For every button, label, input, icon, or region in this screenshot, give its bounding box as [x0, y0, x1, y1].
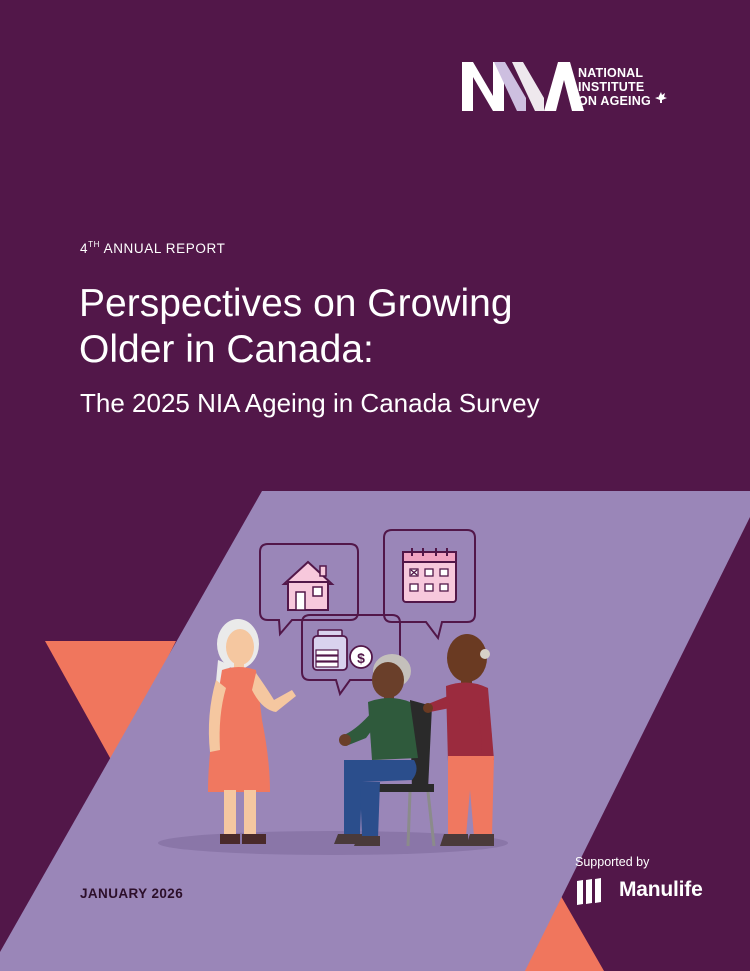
edition-label: ANNUAL REPORT	[103, 241, 226, 256]
standing-woman-figure	[208, 619, 296, 844]
coral-triangle-left	[45, 641, 176, 765]
publication-date: JANUARY 2026	[80, 886, 184, 901]
nia-logo-n	[462, 62, 504, 111]
dollar-coin-icon: $	[349, 645, 373, 669]
house-icon	[281, 560, 335, 611]
maple-leaf-icon	[655, 92, 667, 103]
house-bubble	[259, 543, 359, 637]
report-title: Perspectives on Growing Older in Canada:	[79, 281, 719, 373]
calendar-icon	[402, 548, 457, 603]
logo-line-3: ON AGEING	[578, 94, 651, 108]
nia-logo-wordmark: NATIONAL INSTITUTE ON AGEING	[578, 66, 651, 108]
calendar-bubble	[383, 529, 476, 641]
edition-suffix: TH	[88, 240, 100, 249]
manulife-logo-icon	[577, 878, 601, 905]
standing-man-figure	[423, 634, 494, 846]
savings-bubble: $	[301, 614, 401, 697]
title-line-2: Older in Canada:	[79, 328, 374, 371]
svg-text:$: $	[357, 650, 365, 666]
title-line-1: Perspectives on Growing	[79, 282, 513, 325]
logo-line-1: NATIONAL	[578, 66, 644, 80]
report-subtitle: The 2025 NIA Ageing in Canada Survey	[80, 388, 540, 418]
seated-man-figure	[334, 654, 436, 847]
sponsor-name: Manulife	[619, 878, 703, 901]
edition-number: 4	[80, 241, 89, 256]
nia-logo-slash-2	[512, 62, 544, 111]
savings-jar-icon	[312, 629, 348, 671]
sponsor-label: Supported by	[575, 855, 650, 869]
logo-line-2: INSTITUTE	[578, 80, 645, 94]
nia-logo	[462, 62, 667, 111]
nia-logo-slash	[494, 62, 526, 111]
report-edition: 4TH ANNUAL REPORT	[80, 240, 226, 256]
nia-logo-a	[544, 62, 584, 111]
